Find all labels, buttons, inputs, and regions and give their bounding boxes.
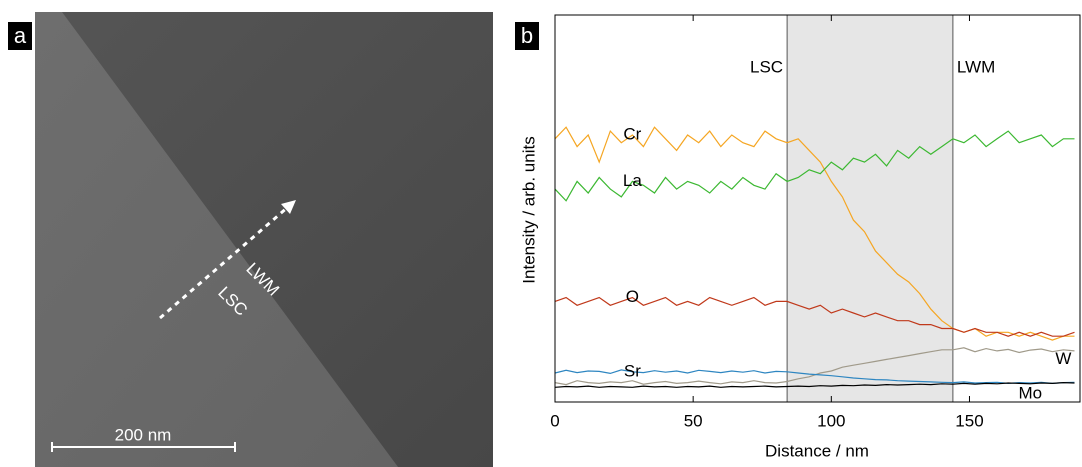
series-line [554, 130, 1075, 202]
series-label: La [623, 171, 642, 190]
series-line [554, 296, 1075, 337]
series-label: Cr [623, 124, 641, 143]
arrow-head [281, 200, 296, 214]
series-label: Mo [1018, 383, 1042, 402]
series-label: Sr [624, 361, 641, 380]
x-tick-label: 50 [684, 411, 703, 430]
series-label: W [1055, 349, 1071, 368]
series-line [554, 381, 1075, 388]
panel-label: b [521, 23, 533, 48]
annotation: LWM [957, 57, 995, 76]
y-axis-label: Intensity / arb. units [519, 136, 538, 283]
series-line [554, 369, 1075, 385]
plot-frame [554, 14, 1081, 403]
arrow [159, 205, 289, 320]
x-tick-label: 150 [955, 411, 983, 430]
lsc-region [35, 12, 398, 467]
x-tick-label: 100 [817, 411, 845, 430]
panel-label-box [8, 22, 32, 50]
shaded-region [787, 15, 953, 402]
x-axis-label: Distance / nm [765, 441, 869, 460]
series-line [554, 126, 1075, 341]
x-tick-label: 0 [550, 411, 559, 430]
annotation: LSC [750, 57, 783, 76]
panel-label: a [14, 23, 27, 48]
panel-label-box [515, 22, 539, 50]
series-label: O [626, 287, 639, 306]
scale-bar-label: 200 nm [115, 425, 172, 444]
micrograph: LWM LSC 200 nm [35, 12, 493, 467]
